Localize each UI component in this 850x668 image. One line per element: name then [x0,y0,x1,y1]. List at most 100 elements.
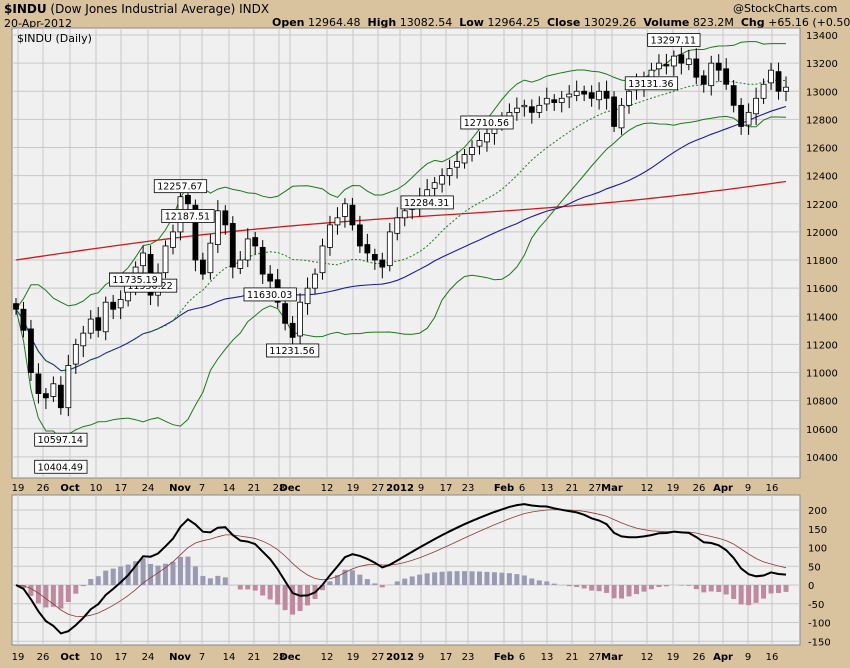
bollinger-lower-line [15,115,787,440]
macd-x-tick-label: 10 [90,652,103,663]
macd-x-tick-label: Mar [601,652,623,663]
macd-histogram-bar [342,569,348,585]
macd-x-tick-label: Oct [60,652,79,663]
macd-histogram-bar [476,571,482,585]
price-annotation-label: 12187.51 [165,212,210,223]
macd-histogram-bar [454,571,460,585]
price-x-tick-label: 17 [115,483,128,494]
macd-x-tick-label: 16 [766,652,779,663]
candle-body [648,69,655,78]
macd-histogram-bar [731,585,737,599]
candle-body [35,373,42,395]
macd-histogram-bar [275,585,281,605]
chart-inset-label: $INDU (Daily) [17,32,92,45]
price-annotation-box [624,76,679,91]
macd-histogram-bar [20,585,26,589]
candle-body [656,62,662,70]
macd-histogram-bar [260,585,266,596]
candle-body [289,322,296,338]
macd-histogram-bar [364,579,370,585]
macd-histogram-bar [506,573,512,585]
macd-histogram-bar [95,576,101,585]
price-y-tick-label: 11200 [806,340,838,351]
candle-body [72,344,79,365]
macd-x-tick-label: 12 [641,652,654,663]
macd-histogram-bar [349,570,355,585]
price-x-tick-label: 24 [142,483,155,494]
macd-x-tick-label: 17 [115,652,128,663]
price-x-tick-label: 12 [641,483,654,494]
macd-histogram-bar [633,585,639,595]
price-y-tick-label: 11600 [806,284,838,295]
macd-x-tick-label: 9 [418,652,424,663]
candle-body [401,210,408,219]
macd-histogram-bar [155,565,161,585]
price-y-tick-label: 10800 [806,397,838,408]
candle-body [282,303,289,324]
candle-body [768,69,774,84]
macd-histogram-bar [499,572,505,585]
candle-body [753,97,759,115]
macd-y-tick-label: -100 [808,619,831,630]
candle-body [618,104,625,129]
candle-body [327,224,333,248]
price-annotation-label: 13131.36 [628,79,673,90]
macd-histogram-bar [297,585,303,611]
macd-histogram-bar [566,585,572,587]
macd-histogram-bar [177,556,183,585]
macd-histogram-bar [551,583,557,585]
macd-histogram-bar [604,585,610,593]
candle-body [745,111,752,126]
price-annotation-box [153,179,208,194]
macd-histogram-bar [327,581,333,585]
quote-line: Open 12964.48 High 13082.54 Low 12964.25… [272,16,850,29]
ma-50-line [15,105,787,372]
candle-body [28,328,34,373]
price-x-tick-label: Feb [494,483,514,494]
candle-body [446,168,453,177]
candle-body [87,318,94,334]
price-y-tick-label: 11800 [806,256,838,267]
macd-histogram-bar [163,563,169,585]
price-x-tick-label: 7 [199,483,205,494]
macd-histogram-bar [402,578,408,585]
candle-body [259,246,266,275]
macd-histogram-bar [484,571,490,585]
macd-histogram-bar [200,575,206,585]
header-title: $INDU (Dow Jones Industrial Average) IND… [4,2,269,16]
candle-body [349,204,356,226]
macd-histogram-bar [439,571,445,585]
macd-x-tick-label: Nov [169,652,191,663]
candle-body [461,154,468,164]
macd-histogram-bar [65,585,71,602]
macd-histogram-bar [148,563,154,585]
price-x-tick-label: 26 [693,483,706,494]
candle-body [670,55,677,67]
macd-y-tick-label: 0 [808,581,814,592]
macd-histogram-bar [245,585,251,590]
price-annotation-box [460,115,514,130]
macd-histogram-bar [589,585,595,591]
price-y-tick-label: 11000 [806,369,838,380]
macd-histogram-bar [88,579,94,585]
macd-histogram-bar [716,585,722,593]
candle-body [20,308,27,331]
price-x-tick-label: 10 [90,483,103,494]
candle-body [484,133,490,143]
macd-x-tick-label: 13 [541,652,554,663]
candle-body [252,237,259,247]
macd-y-tick-label: 100 [808,544,827,555]
price-x-tick-label: 16 [766,483,779,494]
macd-x-tick-label: 7 [199,652,205,663]
candle-body [476,140,483,147]
candle-body [342,203,348,217]
macd-histogram-bar [73,585,79,594]
macd-histogram-bar [708,585,714,592]
candle-body [730,85,737,106]
macd-x-tick-label: 28 [273,652,286,663]
candle-body [43,393,49,399]
macd-histogram-bar [738,585,744,605]
macd-histogram-bar [43,585,49,608]
macd-x-tick-label: 27 [372,652,385,663]
